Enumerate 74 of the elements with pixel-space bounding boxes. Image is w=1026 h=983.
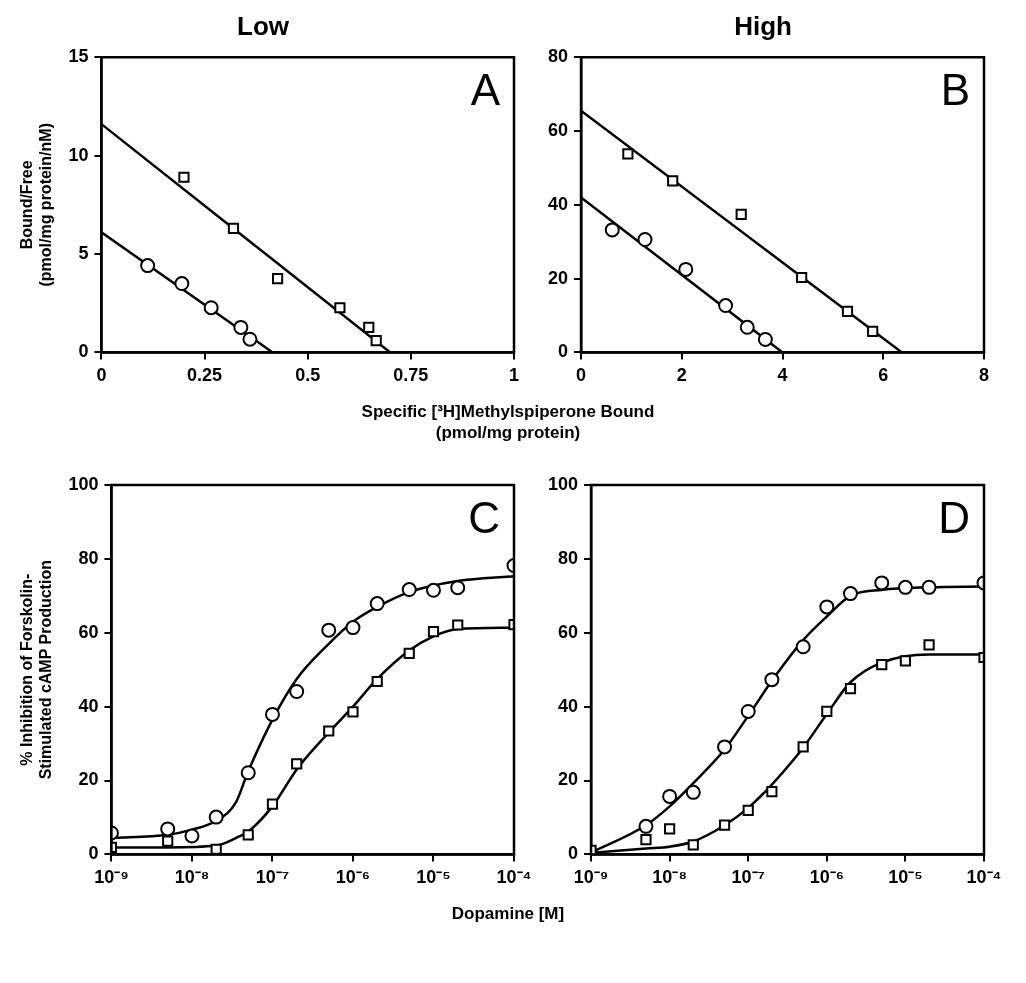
x-tick-label: 1 (508, 365, 520, 386)
x-tick-label: 0.5 (295, 365, 321, 386)
x-tick-label: 8 (978, 365, 990, 386)
chart-title: High (734, 10, 792, 41)
annotation: B (940, 65, 970, 115)
point (667, 175, 679, 187)
x-tick-label: 10⁻⁹ (94, 867, 129, 888)
y-tick-label: 80 (547, 46, 569, 67)
y-tick-label: 40 (558, 695, 579, 716)
y-tick-label: 0 (558, 341, 569, 362)
y-tick-label: 60 (547, 119, 569, 140)
point (334, 302, 346, 314)
point (841, 305, 854, 318)
x-tick-label: 10⁻⁶ (335, 867, 371, 888)
annotation: D (938, 493, 970, 543)
y-tick-label: 0 (88, 843, 99, 864)
point (757, 331, 773, 347)
point (867, 325, 879, 337)
y-tick-label: 80 (78, 547, 99, 568)
x-tick-label: 10⁻⁷ (255, 867, 290, 888)
point (637, 231, 653, 247)
point (242, 331, 258, 347)
point (604, 222, 620, 238)
point (718, 298, 734, 314)
annotation: C (468, 493, 500, 543)
point (227, 222, 240, 235)
x-tick-label: 10⁻⁸ (174, 867, 210, 888)
x-tick-label: 4 (777, 365, 788, 386)
y-axis-title: % Inhibition of Forskolin- Stimulated cAMP Production (18, 560, 55, 780)
point (622, 148, 634, 160)
y-tick-label: 15 (68, 46, 89, 67)
point (739, 319, 755, 335)
x-tick-label: 10⁻⁵ (888, 867, 923, 888)
x-tick-label: 10⁻⁴ (496, 867, 532, 888)
x-axis-title: Dopamine [M] (450, 903, 566, 924)
y-tick-label: 100 (68, 473, 99, 494)
y-tick-label: 0 (568, 843, 579, 864)
y-tick-label: 0 (78, 341, 89, 362)
y-tick-label: 10 (68, 144, 89, 165)
annotation: A (470, 65, 501, 115)
y-tick-label: 100 (547, 473, 579, 494)
y-tick-label: 5 (78, 242, 89, 263)
x-tick-label: 10⁻⁵ (416, 867, 451, 888)
x-axis-title: Specific [³H]Methylspiperone Bound (pmol/mg protein) (360, 401, 656, 443)
point (735, 208, 747, 220)
y-tick-label: 40 (78, 695, 99, 716)
y-tick-label: 40 (547, 193, 569, 214)
point (796, 271, 808, 284)
chart-title: Low (237, 10, 290, 41)
y-tick-label: 20 (558, 769, 579, 790)
x-tick-label: 2 (676, 365, 687, 386)
point (370, 335, 382, 347)
x-tick-label: 10⁻⁴ (966, 867, 1002, 888)
point (140, 258, 156, 274)
x-tick-label: 10⁻⁶ (809, 867, 844, 888)
point (363, 321, 375, 333)
point (272, 273, 284, 285)
x-tick-label: 10⁻⁷ (731, 867, 765, 888)
x-tick-label: 6 (878, 365, 889, 386)
x-tick-label: 10⁻⁸ (652, 867, 687, 888)
x-tick-label: 10⁻⁹ (573, 867, 609, 888)
y-tick-label: 20 (78, 769, 99, 790)
y-axis-title: Bound/Free (pmol/mg protein/nM) (18, 123, 55, 287)
point (203, 300, 219, 316)
point (174, 276, 190, 292)
point (178, 171, 190, 183)
y-tick-label: 60 (78, 621, 99, 642)
y-tick-label: 80 (558, 547, 579, 568)
x-tick-label: 0.75 (393, 365, 429, 386)
point (678, 261, 694, 277)
x-tick-label: 0.25 (187, 365, 223, 386)
y-tick-label: 60 (558, 621, 579, 642)
point (233, 319, 249, 335)
y-tick-label: 20 (547, 267, 569, 288)
